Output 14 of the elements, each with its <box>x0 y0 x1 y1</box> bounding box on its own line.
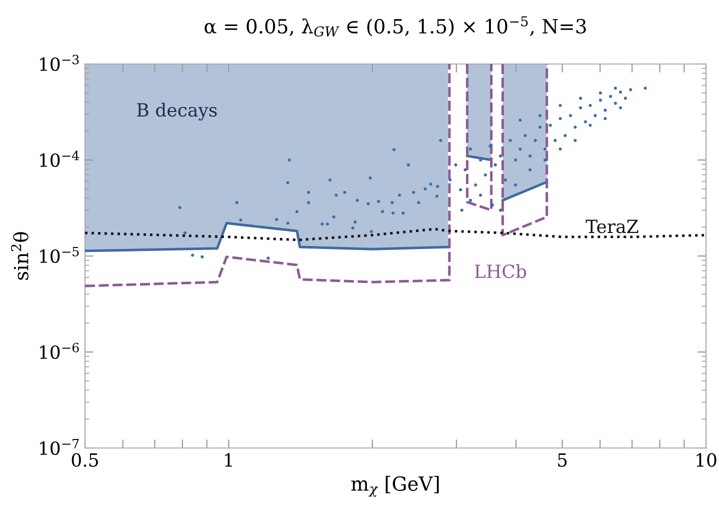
x-axis-title: m$_{χ}$ [GeV] <box>351 476 439 497</box>
x-tick-label: 1 <box>225 453 232 467</box>
y-axis-title: sin$^{2}$θ <box>10 232 28 280</box>
y-tick-label: 10$^{−3}$ <box>40 54 79 71</box>
x-tick-label: 0.5 <box>72 453 98 467</box>
y-tick-label: 10$^{−5}$ <box>40 246 79 263</box>
annotation: B decays <box>137 102 217 120</box>
annotation: TeraZ <box>586 220 638 234</box>
annotation: LHCb <box>474 264 526 278</box>
y-tick-label: 10$^{−6}$ <box>40 342 79 359</box>
chart-title: α = 0.05, λ$_{GW}$ ∈ (0.5, 1.5) × 10$^{−5}$, N=3 <box>204 16 586 37</box>
x-tick-label: 5 <box>558 453 567 467</box>
y-tick-label: 10$^{−4}$ <box>40 150 80 167</box>
x-tick-label: 10 <box>696 453 716 467</box>
